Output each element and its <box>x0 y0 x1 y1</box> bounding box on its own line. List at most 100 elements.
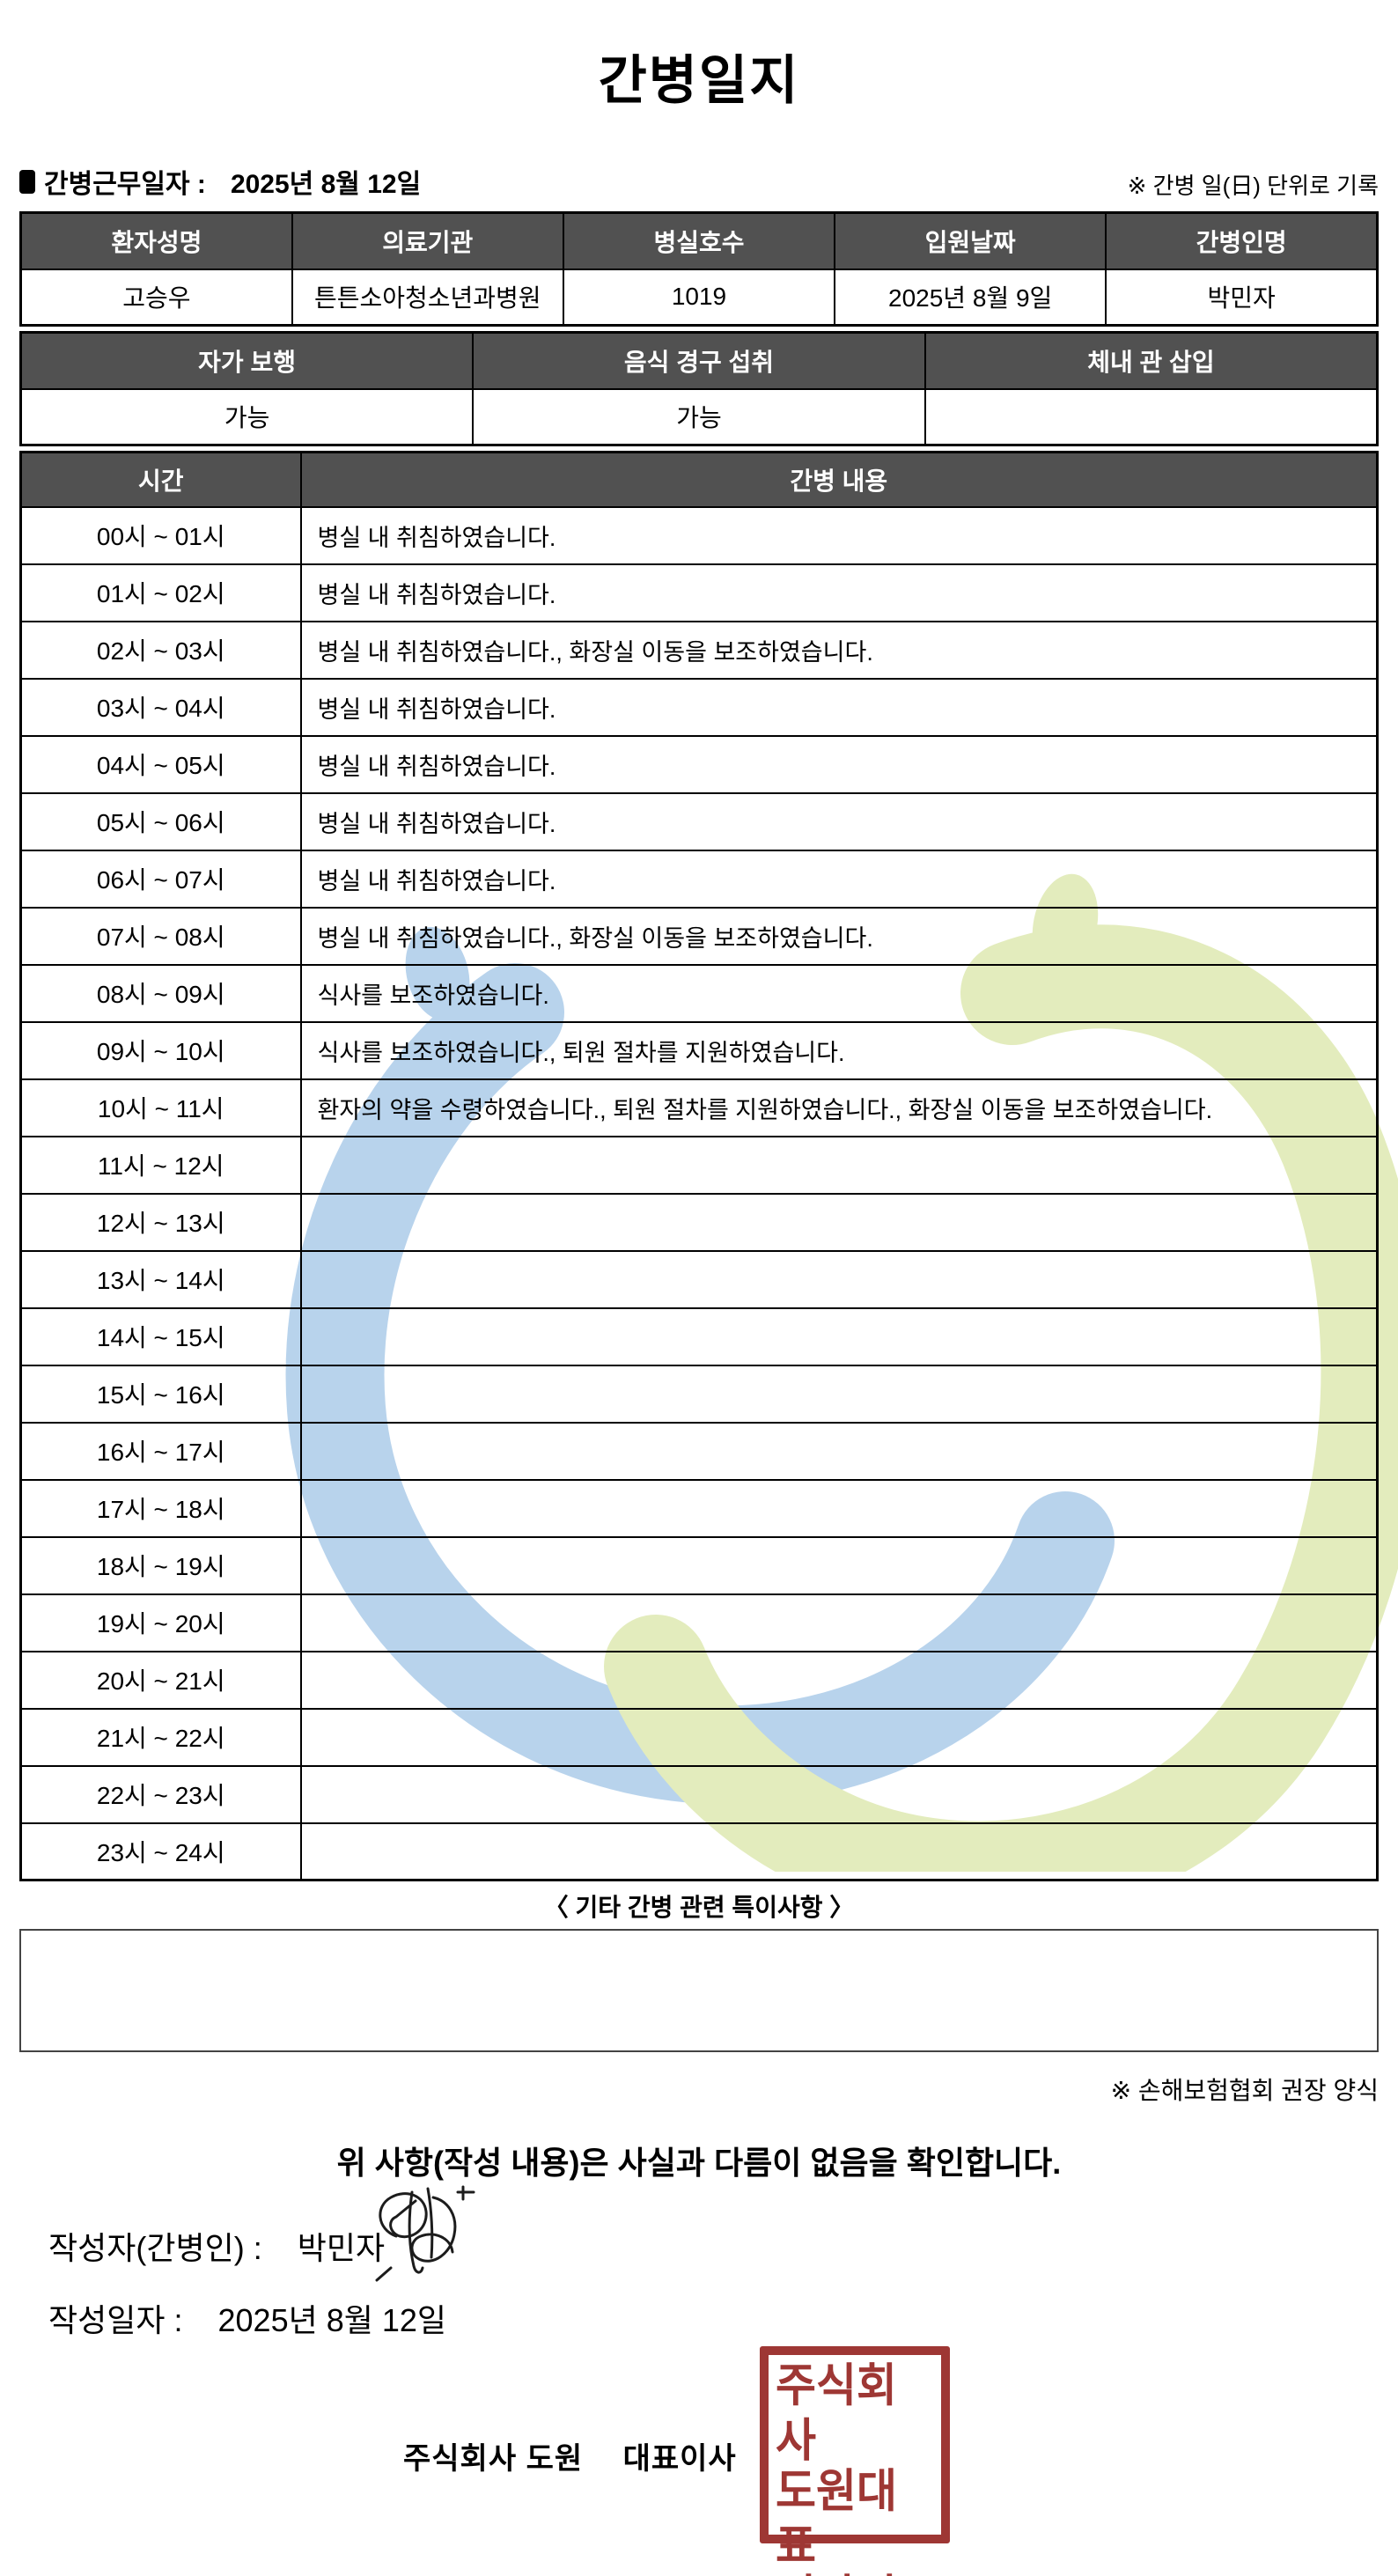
time-slot-cell: 05시 ~ 06시 <box>19 791 302 851</box>
admission-date-value: 2025년 8월 9일 <box>834 268 1107 327</box>
care-content-cell: 병실 내 취침하였습니다. <box>299 563 1379 622</box>
patient-name-header: 환자성명 <box>19 211 293 270</box>
square-bullet-icon <box>19 169 35 194</box>
care-content-cell: 병실 내 취침하였습니다. <box>299 849 1379 909</box>
time-slot-cell: 23시 ~ 24시 <box>19 1822 302 1881</box>
time-slot-cell: 01시 ~ 02시 <box>19 563 302 622</box>
care-log-row: 23시 ~ 24시 <box>19 1822 1379 1881</box>
room-number-value: 1019 <box>562 268 836 327</box>
care-log-row: 05시 ~ 06시 병실 내 취침하였습니다. <box>19 791 1379 851</box>
stamp-line-2: 도원대표 <box>776 2465 897 2572</box>
care-log-row: 12시 ~ 13시 <box>19 1192 1379 1252</box>
room-number-header: 병실호수 <box>562 211 836 270</box>
stamp-line-1: 주식회사 <box>776 2359 897 2467</box>
care-log-row: 15시 ~ 16시 <box>19 1364 1379 1424</box>
care-content-cell <box>299 1135 1379 1195</box>
company-title-line: 주식회사 도원 대표이사 <box>403 2442 737 2476</box>
writer-line: 작성자(간병인) : 박민자 <box>0 2232 1398 2265</box>
care-content-cell <box>299 1421 1379 1481</box>
confirmation-statement: 위 사항(작성 내용)은 사실과 다름이 없음을 확인합니다. <box>336 2145 1062 2181</box>
care-content-cell <box>299 1764 1379 1824</box>
time-slot-cell: 15시 ~ 16시 <box>19 1364 302 1424</box>
time-slot-cell: 11시 ~ 12시 <box>19 1135 302 1195</box>
signature-scribble <box>370 2182 484 2285</box>
time-slot-cell: 00시 ~ 01시 <box>19 505 302 565</box>
time-slot-cell: 07시 ~ 08시 <box>19 906 302 966</box>
hospital-header: 의료기관 <box>291 211 564 270</box>
time-slot-cell: 06시 ~ 07시 <box>19 849 302 909</box>
admission-date-header: 입원날짜 <box>834 211 1107 270</box>
care-content-cell <box>299 1535 1379 1595</box>
patient-info-value-row: 고승우 튼튼소아청소년과병원 1019 2025년 8월 9일 박민자 <box>19 268 1379 327</box>
patient-name-value: 고승우 <box>19 268 293 327</box>
time-slot-cell: 21시 ~ 22시 <box>19 1707 302 1767</box>
care-log-table: 시간 간병 내용 00시 ~ 01시 병실 내 취침하였습니다. 01시 ~ 0… <box>19 451 1379 1881</box>
hospital-value: 튼튼소아청소년과병원 <box>291 268 564 327</box>
care-content-cell: 병실 내 취침하였습니다. <box>299 734 1379 794</box>
time-slot-cell: 18시 ~ 19시 <box>19 1535 302 1595</box>
care-log-row: 17시 ~ 18시 <box>19 1478 1379 1538</box>
time-slot-cell: 08시 ~ 09시 <box>19 963 302 1023</box>
time-slot-cell: 03시 ~ 04시 <box>19 677 302 737</box>
care-log-row: 13시 ~ 14시 <box>19 1249 1379 1309</box>
care-log-row: 06시 ~ 07시 병실 내 취침하였습니다. <box>19 849 1379 909</box>
signature-svg <box>375 2185 475 2282</box>
care-content-cell: 병실 내 취침하였습니다. <box>299 677 1379 737</box>
unit-note: ※ 간병 일(日) 단위로 기록 <box>1127 173 1379 199</box>
written-date-label: 작성일자 : <box>48 2302 183 2338</box>
care-content-cell <box>299 1593 1379 1652</box>
care-content-cell <box>299 1478 1379 1538</box>
care-log-row: 21시 ~ 22시 <box>19 1707 1379 1767</box>
company-seal-row: 주식회사 도원 대표이사 주식회사 도원대표 이사의인 <box>0 2337 1398 2576</box>
care-content-cell <box>299 1249 1379 1309</box>
care-content-cell <box>299 1650 1379 1710</box>
care-log-row: 22시 ~ 23시 <box>19 1764 1379 1824</box>
meta-row: 간병근무일자 : 2025년 8월 12일 ※ 간병 일(日) 단위로 기록 <box>19 162 1379 201</box>
oral-intake-value: 가능 <box>472 387 926 446</box>
care-content-cell: 병실 내 취침하였습니다. <box>299 791 1379 851</box>
care-log-header-row: 시간 간병 내용 <box>19 451 1379 508</box>
time-slot-cell: 10시 ~ 11시 <box>19 1078 302 1137</box>
care-table-body: 00시 ~ 01시 병실 내 취침하였습니다. 01시 ~ 02시 병실 내 취… <box>19 505 1379 1881</box>
self-walking-header: 자가 보행 <box>19 331 475 390</box>
care-content-cell: 식사를 보조하였습니다. <box>299 963 1379 1023</box>
stamp-line-3: 이사의인 <box>776 2570 934 2576</box>
work-date-label: 간병근무일자 : <box>44 170 206 199</box>
care-content-cell: 식사를 보조하였습니다., 퇴원 절차를 지원하였습니다. <box>299 1020 1379 1080</box>
patient-info-header-row: 환자성명 의료기관 병실호수 입원날짜 간병인명 <box>19 211 1379 270</box>
care-content-cell <box>299 1192 1379 1252</box>
care-log-row: 01시 ~ 02시 병실 내 취침하였습니다. <box>19 563 1379 622</box>
care-content-cell <box>299 1822 1379 1881</box>
care-log-row: 11시 ~ 12시 <box>19 1135 1379 1195</box>
work-date-line: 간병근무일자 : 2025년 8월 12일 <box>19 162 421 201</box>
self-walking-value: 가능 <box>19 387 475 446</box>
oral-intake-header: 음식 경구 섭취 <box>472 331 926 390</box>
writer-label: 작성자(간병인) : <box>48 2230 262 2266</box>
care-log-row: 00시 ~ 01시 병실 내 취침하였습니다. <box>19 505 1379 565</box>
tube-insertion-header: 체내 관 삽입 <box>923 331 1379 390</box>
time-slot-cell: 20시 ~ 21시 <box>19 1650 302 1710</box>
written-date-line: 작성일자 : 2025년 8월 12일 <box>0 2304 1398 2337</box>
time-slot-cell: 17시 ~ 18시 <box>19 1478 302 1538</box>
page-title: 간병일지 <box>598 51 800 110</box>
care-content-cell: 병실 내 취침하였습니다. <box>299 505 1379 565</box>
status-value-row: 가능 가능 <box>19 387 1379 446</box>
time-header: 시간 <box>19 451 302 508</box>
care-content-cell: 병실 내 취침하였습니다., 화장실 이동을 보조하였습니다. <box>299 620 1379 680</box>
care-log-row: 02시 ~ 03시 병실 내 취침하였습니다., 화장실 이동을 보조하였습니다… <box>19 620 1379 680</box>
care-log-row: 16시 ~ 17시 <box>19 1421 1379 1481</box>
time-slot-cell: 09시 ~ 10시 <box>19 1020 302 1080</box>
tube-insertion-value <box>923 387 1379 446</box>
care-content-cell <box>299 1306 1379 1366</box>
care-log-row: 09시 ~ 10시 식사를 보조하였습니다., 퇴원 절차를 지원하였습니다. <box>19 1020 1379 1080</box>
time-slot-cell: 19시 ~ 20시 <box>19 1593 302 1652</box>
care-content-cell <box>299 1364 1379 1424</box>
care-log-row: 19시 ~ 20시 <box>19 1593 1379 1652</box>
care-log-row: 14시 ~ 15시 <box>19 1306 1379 1366</box>
care-log-row: 04시 ~ 05시 병실 내 취침하였습니다. <box>19 734 1379 794</box>
care-content-header: 간병 내용 <box>299 451 1379 508</box>
care-log-row: 18시 ~ 19시 <box>19 1535 1379 1595</box>
company-seal-stamp: 주식회사 도원대표 이사의인 <box>760 2346 950 2576</box>
